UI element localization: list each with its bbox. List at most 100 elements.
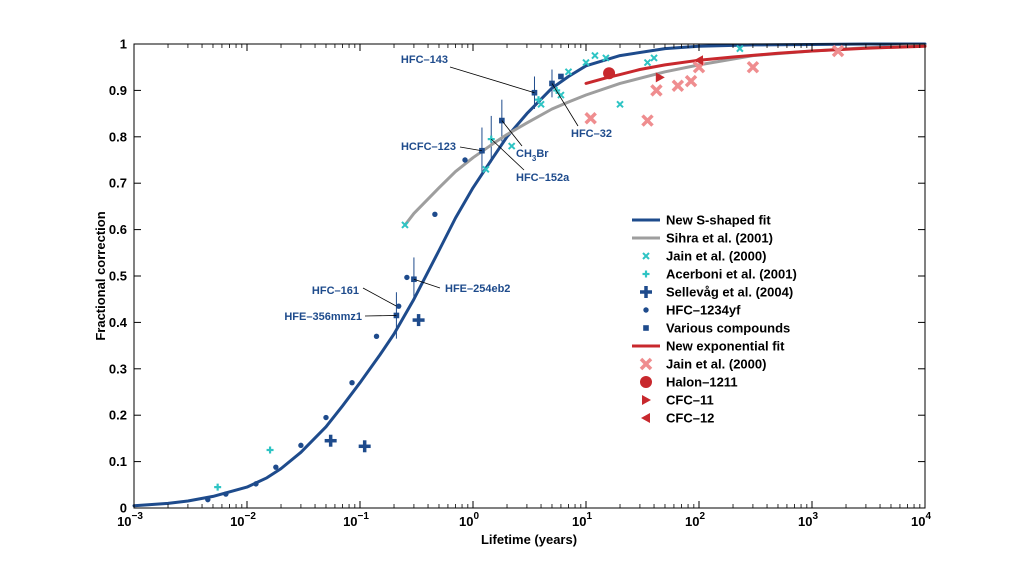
- legend-marker-swatch: [643, 325, 649, 331]
- data-point: [404, 274, 410, 281]
- x-tick-exponent: 1: [586, 511, 592, 522]
- annotation-label: HFE–254eb2: [445, 283, 510, 295]
- legend: New S-shaped fit Sihra et al. (2001) Jain …: [632, 213, 797, 426]
- marker-stroke: [591, 51, 599, 60]
- y-tick-label: 1: [120, 37, 127, 52]
- legend-entry: Jain et al. (2000): [666, 249, 766, 264]
- data-point: [253, 481, 259, 487]
- legend-entry: Sihra et al. (2001): [666, 231, 773, 246]
- data-point: [401, 221, 409, 229]
- x-tick-exponent: −3: [132, 511, 144, 522]
- data-point: [358, 440, 371, 453]
- marker-stroke: [746, 60, 760, 74]
- x-tick-exponent: 3: [812, 511, 818, 522]
- data-point: [736, 44, 744, 53]
- x-tick-exponent: 4: [925, 511, 931, 522]
- y-tick-label: 0.8: [109, 129, 127, 144]
- legend-entry: New exponential fit: [666, 339, 785, 354]
- marker-stroke: [641, 114, 654, 127]
- marker-stroke: [831, 44, 845, 58]
- x-tick-exponent: 0: [473, 511, 479, 522]
- x-axis-label: Lifetime (years): [481, 532, 577, 547]
- annotation-leader: [490, 138, 525, 171]
- data-point: [564, 68, 573, 76]
- legend-marker-swatch: [643, 307, 649, 313]
- annotation-label: CH3Br: [516, 148, 549, 163]
- annotation-label: HFC–32: [571, 128, 612, 140]
- annotation-label: HCFC–123: [401, 141, 456, 153]
- marker-stroke: [684, 74, 698, 88]
- legend-marker-swatch: [642, 252, 650, 260]
- legend-entry: CFC–12: [666, 411, 714, 426]
- data-point: [557, 91, 565, 99]
- data-point: [684, 74, 698, 88]
- x-tick-exponent: 2: [699, 511, 705, 522]
- marker-stroke: [564, 68, 573, 76]
- data-point: [655, 72, 665, 83]
- data-point: [535, 96, 543, 104]
- data-point: [616, 100, 624, 109]
- data-point: [694, 55, 703, 66]
- annotation-label: HFC–143: [401, 54, 448, 66]
- y-tick-label: 0.1: [109, 454, 127, 469]
- y-tick-label: 0.9: [109, 83, 127, 98]
- data-point: [298, 442, 304, 449]
- marker-stroke: [557, 91, 565, 99]
- marker-stroke: [642, 252, 650, 260]
- marker-stroke: [602, 54, 610, 62]
- legend-marker-swatch: [640, 376, 652, 388]
- legend-marker-swatch: [639, 357, 653, 371]
- legend-entry: Acerboni et al. (2001): [666, 267, 797, 282]
- marker-stroke: [482, 165, 490, 173]
- data-point: [584, 112, 597, 125]
- data-point: [395, 303, 402, 309]
- data-point: [602, 54, 610, 62]
- series-line: [132, 42, 927, 508]
- legend-marker-swatch: [642, 270, 650, 278]
- data-point: [323, 414, 329, 421]
- data-point: [650, 54, 658, 62]
- marker-stroke: [616, 100, 624, 109]
- y-tick-label: 0.3: [109, 361, 127, 376]
- marker-stroke: [736, 44, 744, 53]
- data-point: [324, 434, 337, 447]
- annotation-leader: [551, 83, 579, 127]
- marker-stroke: [643, 58, 652, 67]
- x-tick-exponent: −2: [245, 511, 257, 522]
- y-tick-label: 0.5: [109, 269, 127, 284]
- annotation-leader: [459, 146, 483, 152]
- y-tick-label: 0: [120, 501, 127, 516]
- marker-stroke: [650, 54, 658, 62]
- data-point: [482, 165, 490, 173]
- annotation-subscript: 3: [532, 154, 537, 163]
- x-tick-exponent: −1: [358, 511, 370, 522]
- annotation-leader: [413, 278, 441, 289]
- data-point: [214, 483, 222, 491]
- data-point: [223, 491, 229, 497]
- data-point: [479, 147, 485, 154]
- marker-stroke: [584, 112, 597, 125]
- annotation-label: HFC–161: [312, 285, 359, 297]
- marker-stroke: [639, 357, 653, 371]
- plot-area: HFC–143 HFC–32 CH3Br HCFC–123 HFC–152a HFC–16…: [132, 42, 927, 508]
- marker-stroke: [507, 142, 516, 150]
- marker-stroke: [537, 100, 545, 109]
- annotation-leader: [449, 66, 535, 94]
- data-point: [273, 464, 279, 470]
- data-point: [831, 44, 845, 58]
- data-point: [205, 496, 211, 503]
- data-point: [558, 73, 564, 80]
- data-point: [671, 79, 685, 92]
- legend-marker-swatch: [641, 413, 650, 423]
- legend-entry: CFC–11: [666, 393, 714, 408]
- data-point: [650, 84, 663, 97]
- annotation-label: HFC–152a: [516, 172, 570, 184]
- annotation-suffix: Br: [536, 148, 549, 160]
- data-point: [603, 67, 616, 80]
- legend-entry: Various compounds: [666, 321, 790, 336]
- annotation-leader: [362, 287, 397, 307]
- legend-entry: HFC–1234yf: [666, 303, 741, 318]
- legend-entry: Halon–1211: [666, 375, 738, 390]
